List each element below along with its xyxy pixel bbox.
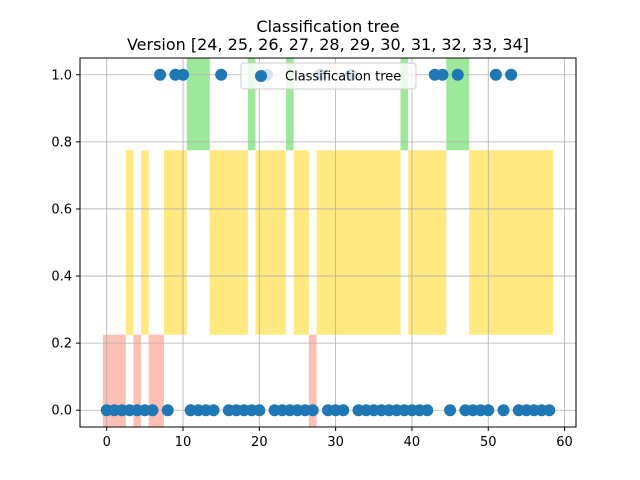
x-tick-label: 20 xyxy=(251,435,268,450)
band-rect xyxy=(293,150,309,335)
x-tick-label: 10 xyxy=(175,435,192,450)
data-point xyxy=(306,404,319,417)
band-rect xyxy=(163,150,187,335)
data-point xyxy=(161,404,174,417)
data-points xyxy=(100,68,556,417)
band-rect xyxy=(209,150,248,335)
data-point xyxy=(146,404,159,417)
band-rect xyxy=(102,334,126,427)
data-point xyxy=(436,68,449,81)
x-tick-label: 50 xyxy=(480,435,497,450)
data-point xyxy=(505,68,518,81)
band-rect xyxy=(308,334,317,427)
data-point xyxy=(337,404,350,417)
data-point xyxy=(451,68,464,81)
x-tick-label: 30 xyxy=(327,435,344,450)
legend-marker xyxy=(255,70,267,82)
axis-ticks: 0 10 20 30 40 50 60 0.0 0.2 0.4 0.6 0.8 1.0 xyxy=(51,68,573,450)
data-point xyxy=(421,404,434,417)
data-point xyxy=(177,68,190,81)
band-rect xyxy=(316,150,401,335)
band-rect xyxy=(255,150,287,335)
band-rect xyxy=(286,58,294,151)
band-rect xyxy=(400,58,409,151)
data-point xyxy=(444,404,457,417)
band-rect xyxy=(446,58,470,151)
data-point xyxy=(489,68,502,81)
y-tick-label: 0.8 xyxy=(51,135,72,150)
plot-frame xyxy=(79,57,577,428)
chart-title: Classification tree xyxy=(256,17,399,36)
data-point xyxy=(543,404,556,417)
y-tick-label: 0.2 xyxy=(51,337,72,352)
band-rect xyxy=(141,150,149,335)
band-rect xyxy=(133,334,142,427)
band-rect xyxy=(186,58,210,151)
x-tick-label: 0 xyxy=(103,435,111,450)
band-rect xyxy=(247,58,256,151)
y-tick-label: 1.0 xyxy=(51,68,72,83)
legend: Classification tree xyxy=(240,62,417,90)
legend-label: Classification tree xyxy=(285,70,401,85)
band-rect xyxy=(125,150,134,335)
background-bands xyxy=(102,58,554,427)
band-rect xyxy=(148,334,164,427)
x-tick-label: 40 xyxy=(404,435,421,450)
data-point xyxy=(482,404,495,417)
x-tick-label: 60 xyxy=(556,435,573,450)
y-tick-label: 0.6 xyxy=(51,202,72,217)
grid xyxy=(80,58,576,427)
data-point xyxy=(154,68,167,81)
data-point xyxy=(215,68,228,81)
band-rect xyxy=(469,150,554,335)
chart-subtitle: Version [24, 25, 26, 27, 28, 29, 30, 31,… xyxy=(127,35,529,54)
legend-box xyxy=(240,62,417,90)
y-tick-label: 0.4 xyxy=(51,270,72,285)
band-rect xyxy=(408,150,447,335)
y-tick-label: 0.0 xyxy=(51,404,72,419)
data-point xyxy=(207,404,220,417)
data-point xyxy=(497,404,510,417)
data-point xyxy=(253,404,266,417)
